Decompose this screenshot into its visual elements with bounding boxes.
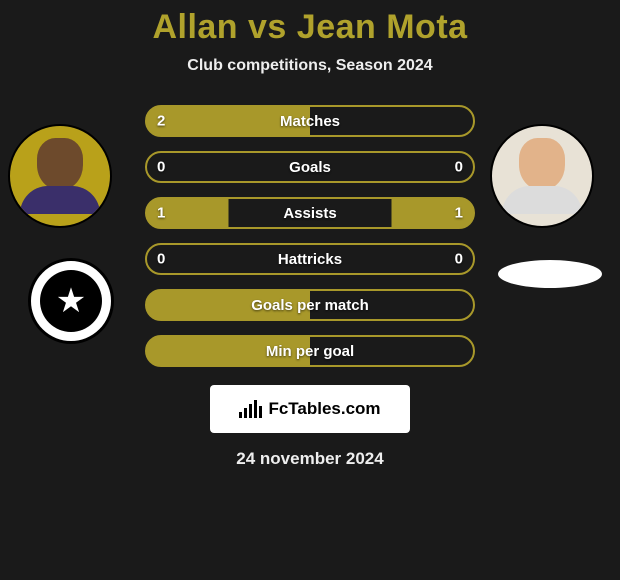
stat-value-left: 0 xyxy=(157,159,165,176)
face-placeholder-icon xyxy=(492,126,592,226)
subtitle: Club competitions, Season 2024 xyxy=(0,57,620,75)
brand-badge: FcTables.com xyxy=(210,385,410,433)
stat-value-right: 1 xyxy=(455,205,463,222)
player2-club-badge xyxy=(498,260,602,288)
stat-label: Matches xyxy=(280,113,340,130)
stat-label: Goals xyxy=(289,159,331,176)
bars-icon xyxy=(239,400,262,418)
star-icon: ★ xyxy=(56,284,86,318)
stat-label: Min per goal xyxy=(266,343,354,360)
club-badge-inner: ★ xyxy=(40,270,102,332)
stat-bar: Goals 0 0 xyxy=(145,151,475,183)
comparison-card: Allan vs Jean Mota Club competitions, Se… xyxy=(0,0,620,580)
stat-bar: Goals per match xyxy=(145,289,475,321)
stat-label: Assists xyxy=(283,205,336,222)
stat-bar: Hattricks 0 0 xyxy=(145,243,475,275)
stat-value-left: 1 xyxy=(157,205,165,222)
stat-value-right: 0 xyxy=(455,159,463,176)
stat-bar: Matches 2 xyxy=(145,105,475,137)
stat-bar: Min per goal xyxy=(145,335,475,367)
page-title: Allan vs Jean Mota xyxy=(0,8,620,47)
stat-value-left: 0 xyxy=(157,251,165,268)
stat-label: Hattricks xyxy=(278,251,342,268)
player2-avatar xyxy=(490,124,594,228)
face-placeholder-icon xyxy=(10,126,110,226)
player1-avatar xyxy=(8,124,112,228)
player2-name: Jean Mota xyxy=(297,8,468,46)
stat-value-right: 0 xyxy=(455,251,463,268)
player1-club-badge: ★ xyxy=(28,258,114,344)
brand-text: FcTables.com xyxy=(268,399,380,419)
stat-bar: Assists 1 1 xyxy=(145,197,475,229)
stat-value-left: 2 xyxy=(157,113,165,130)
footer-date: 24 november 2024 xyxy=(0,449,620,469)
player1-name: Allan xyxy=(152,8,238,46)
vs-text: vs xyxy=(248,8,287,46)
stat-label: Goals per match xyxy=(251,297,369,314)
